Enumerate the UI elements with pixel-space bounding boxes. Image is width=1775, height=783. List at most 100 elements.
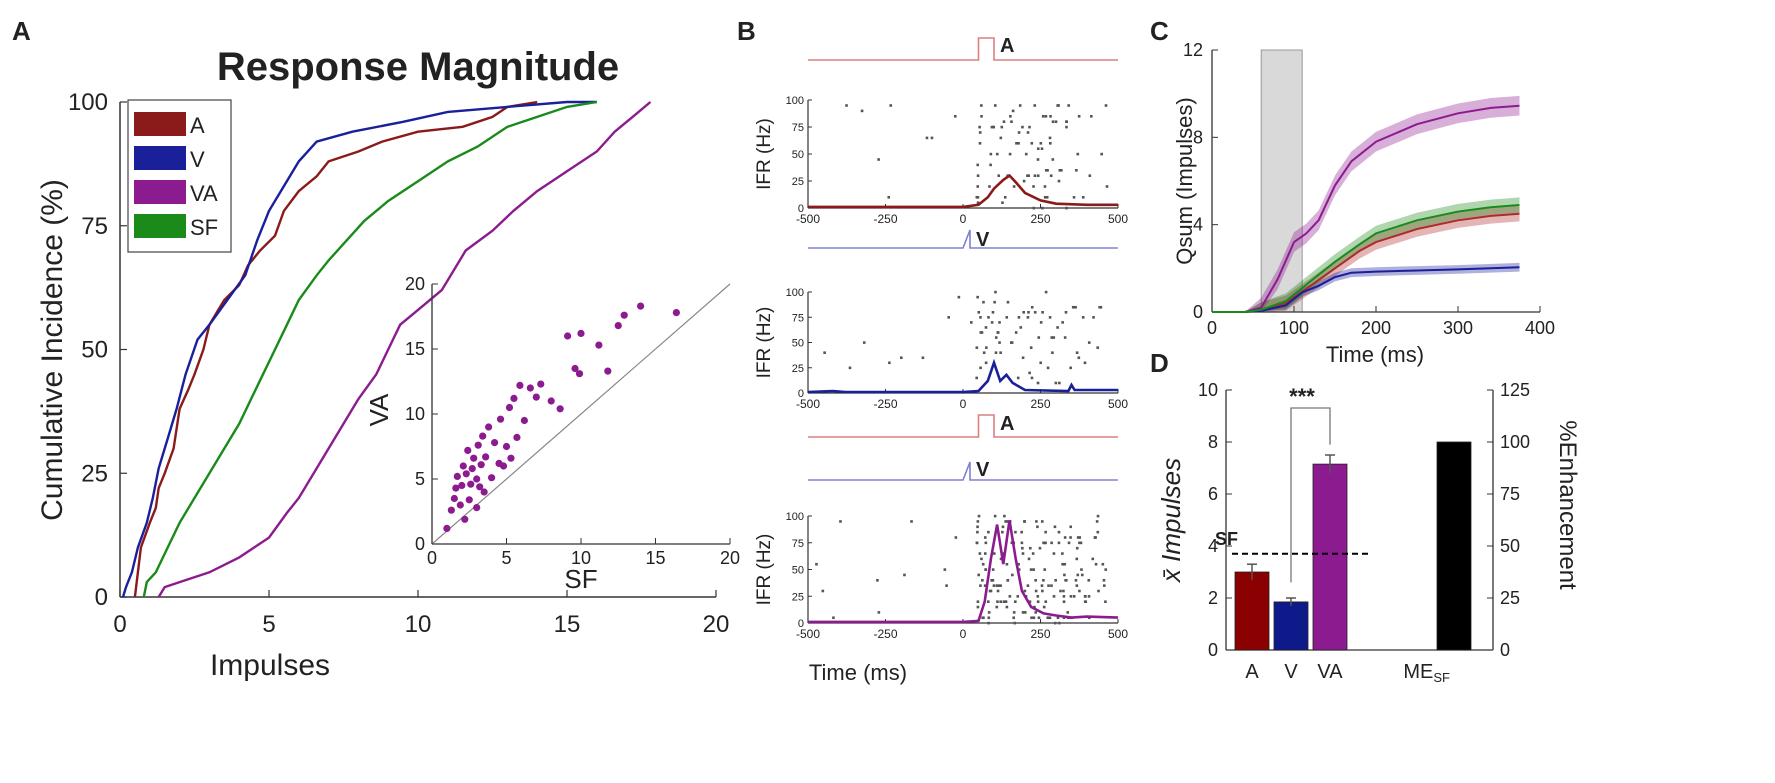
raster-spike	[984, 568, 987, 571]
raster-spike	[1032, 185, 1035, 188]
scatter-point	[473, 475, 481, 483]
ifr-trace-a	[808, 173, 1118, 209]
raster-spike	[1028, 371, 1031, 375]
raster-spike	[1021, 356, 1025, 360]
raster-spike	[1014, 600, 1017, 603]
raster-spike	[888, 361, 891, 365]
raster-spike	[995, 584, 999, 587]
raster-spike	[1092, 316, 1095, 319]
raster-spike	[994, 351, 998, 354]
raster-spike	[987, 621, 990, 625]
raster-spike	[1040, 520, 1044, 523]
raster-spike	[1012, 616, 1016, 620]
raster-spike	[976, 520, 980, 523]
raster-spike	[1028, 125, 1031, 129]
scatter-point	[672, 309, 680, 317]
bar-v	[1273, 601, 1309, 651]
raster-spike	[943, 568, 947, 571]
raster-spike	[1061, 552, 1064, 555]
qsum-line-a	[1212, 212, 1520, 313]
raster-spike	[999, 584, 1002, 587]
raster-spike	[1076, 152, 1080, 156]
raster-spike	[1063, 562, 1067, 566]
raster-spike	[987, 316, 990, 319]
panel-b-letter: B	[737, 16, 756, 46]
raster-spike	[1021, 611, 1025, 614]
raster-spike	[1028, 546, 1032, 550]
identity-line	[431, 283, 731, 545]
raster-spike	[1020, 530, 1023, 534]
ifr-x-tick-label: 0	[960, 397, 967, 411]
raster-spike	[975, 541, 979, 545]
scatter-point	[556, 405, 564, 413]
legend-swatch-sf	[134, 214, 186, 238]
legend-label-va: VA	[190, 181, 218, 206]
scatter-point	[476, 483, 484, 491]
raster-spike	[1069, 536, 1072, 539]
y-tick-label: 75	[81, 213, 108, 240]
x-tick-label: 10	[405, 611, 432, 638]
raster-spike	[1051, 351, 1054, 354]
raster-spike	[993, 514, 997, 518]
ifr-y-tick-label: 75	[792, 312, 804, 324]
raster-spike	[1067, 104, 1070, 107]
sem-band-a	[1212, 206, 1520, 312]
raster-spike	[987, 611, 991, 614]
raster-spike	[1041, 589, 1044, 593]
scatter-point	[520, 416, 528, 425]
ifr-x-tick-label: 500	[1108, 397, 1128, 411]
raster-spike	[1037, 336, 1041, 339]
raster-spike	[1046, 366, 1050, 370]
raster-spike	[1065, 206, 1068, 210]
raster-spike	[1026, 131, 1030, 134]
raster-spike	[1057, 621, 1061, 625]
raster-spike	[1033, 605, 1036, 609]
raster-spike	[995, 152, 999, 156]
inset-y-tick-label: 15	[405, 339, 425, 359]
raster-spike	[1032, 206, 1036, 210]
raster-spike	[1034, 611, 1038, 614]
y-tick-label: 100	[68, 89, 108, 116]
ifr-y-tick-label: 50	[792, 565, 804, 577]
raster-spike	[1021, 125, 1024, 129]
raster-spike	[1034, 579, 1037, 582]
raster-spike	[1077, 115, 1081, 118]
scatter-point	[637, 302, 645, 310]
raster-spike	[1074, 579, 1078, 582]
raster-spike	[985, 346, 988, 349]
raster-spike	[1023, 589, 1027, 593]
raster-spike	[975, 376, 979, 380]
panel-d-bars: A V VA	[1232, 407, 1472, 683]
legend-label-sf: SF	[190, 215, 218, 240]
raster-spike	[900, 356, 903, 360]
raster-spike	[1027, 311, 1030, 314]
raster-spike	[1022, 179, 1026, 183]
raster-spike	[1002, 600, 1006, 603]
raster-spike	[887, 196, 891, 199]
raster-spike	[1090, 115, 1093, 118]
raster-spike	[1005, 562, 1009, 566]
raster-spike	[1103, 584, 1106, 587]
raster-spike	[996, 589, 1000, 593]
panel-c: C 0 100 200 300 400 0 4 8 12 Time (ms) Qsum (Imp…	[1150, 16, 1555, 367]
raster-spike	[1049, 115, 1052, 118]
raster-spike	[860, 109, 864, 113]
raster-spike	[1042, 605, 1046, 609]
raster-spike	[1063, 573, 1066, 577]
cdf-line-v	[121, 100, 597, 598]
inset-x-tick-label: 0	[427, 548, 437, 568]
inset-y-tick-label: 20	[405, 274, 425, 294]
raster-spike	[1052, 552, 1056, 555]
raster-spike	[1036, 525, 1039, 529]
raster-spike	[1038, 546, 1042, 550]
raster-spike	[1054, 579, 1057, 582]
ifr-x-tick-label: -500	[796, 397, 820, 411]
panel-b-xlabel: Time (ms)	[809, 660, 907, 685]
ifr-x-tick-label: 500	[1108, 627, 1128, 641]
raster-spike	[1039, 361, 1042, 365]
raster-spike	[1064, 311, 1068, 314]
raster-spike	[1075, 546, 1079, 550]
raster-spike	[1031, 552, 1035, 555]
raster-spike	[981, 562, 985, 566]
ifr-y-tick-label: 100	[786, 511, 804, 523]
